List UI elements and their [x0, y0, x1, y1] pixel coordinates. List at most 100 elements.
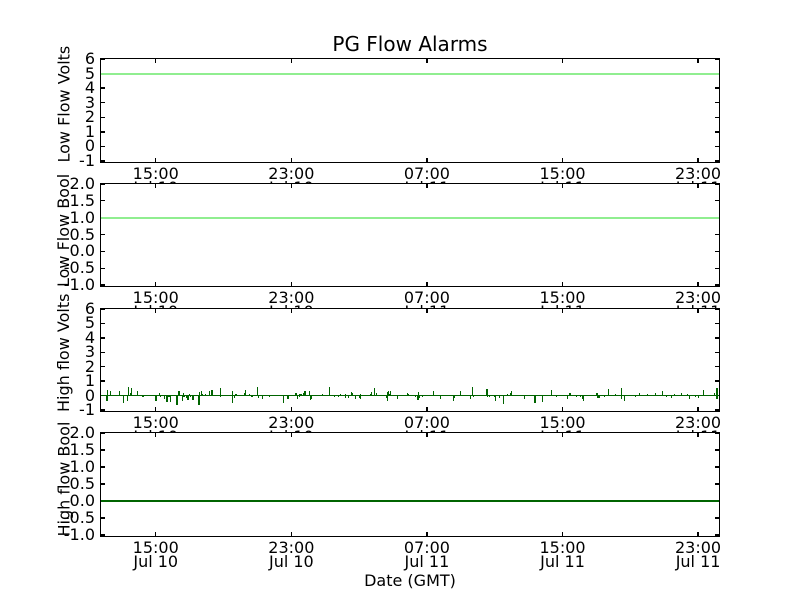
y-tick-label: -0.5 [63, 508, 95, 527]
x-tick-bottom [155, 158, 157, 162]
noise-spike [454, 395, 456, 399]
noise-spike [471, 387, 473, 396]
x-tick-top [290, 184, 292, 188]
noise-spike [248, 394, 250, 396]
noise-spike [440, 395, 442, 399]
y-tick-label: 0.0 [69, 491, 95, 510]
y-tick-right [715, 337, 719, 339]
noise-spike [204, 394, 206, 396]
noise-spike [597, 395, 599, 399]
noise-spike [170, 395, 172, 402]
x-tick-label-time: 15:00 [539, 164, 586, 183]
noise-spike [385, 395, 387, 399]
noise-spike [163, 394, 166, 396]
noise-spike [671, 395, 673, 399]
noise-spike [407, 393, 409, 396]
noise-spike [421, 395, 423, 397]
y-tick-right [715, 322, 719, 325]
noise-spike [225, 394, 228, 396]
series-line-low-flow-volts [101, 72, 719, 75]
noise-spike [299, 394, 302, 396]
y-tick-label: 1.5 [69, 440, 95, 459]
x-tick-top [561, 309, 564, 313]
y-tick-label: 4 [84, 327, 95, 347]
noise-spike [697, 395, 699, 399]
noise-spike [257, 387, 259, 396]
y-tick-right [715, 267, 719, 269]
x-tick-label-date: Jul 10 [268, 552, 314, 571]
y-tick-left [101, 267, 105, 269]
noise-spike [469, 395, 471, 400]
x-tick-label-time: 15:00 [539, 413, 586, 432]
x-tick-top [290, 309, 292, 313]
noise-spike [360, 393, 362, 396]
noise-spike [295, 393, 297, 396]
y-tick-right [715, 366, 719, 368]
noise-spike [713, 393, 715, 396]
noise-spike [555, 395, 557, 397]
x-tick-label-date: Jul 10 [133, 552, 179, 571]
x-tick-bottom [426, 158, 428, 162]
noise-spike [673, 394, 675, 396]
x-tick-label-time: 23:00 [675, 164, 722, 183]
y-tick-left [101, 322, 105, 325]
x-tick-label-time: 07:00 [403, 538, 450, 557]
noise-spike [128, 386, 130, 396]
noise-spike [287, 395, 290, 399]
x-tick-top [426, 309, 428, 313]
y-tick-label: 0 [84, 136, 95, 156]
x-tick-top [697, 184, 699, 188]
noise-spike [511, 390, 513, 396]
y-tick-label: -1.0 [63, 275, 95, 294]
noise-spike [167, 395, 170, 397]
noise-spike [231, 395, 233, 403]
x-tick-top [697, 59, 699, 63]
x-tick-top [155, 184, 157, 188]
noise-spike [178, 391, 181, 396]
noise-spike [118, 390, 120, 396]
x-tick-top [290, 59, 292, 63]
y-tick-left [101, 432, 105, 434]
x-tick-bottom [426, 532, 428, 536]
noise-spike [499, 395, 501, 399]
y-tick-left [101, 233, 105, 236]
y-tick-right [715, 534, 719, 536]
y-tick-label: 2 [84, 356, 95, 376]
noise-spike [568, 392, 571, 396]
noise-spike [621, 387, 623, 396]
y-tick-left [101, 380, 105, 382]
noise-spike [197, 395, 200, 405]
x-tick-bottom [697, 282, 699, 286]
noise-spike [182, 395, 184, 401]
noise-spike [534, 395, 537, 403]
y-tick-label: 0.0 [69, 241, 95, 261]
x-tick-bottom [697, 158, 699, 162]
x-tick-label-time: 23:00 [675, 288, 722, 307]
y-tick-right [715, 409, 719, 411]
x-tick-label-date: Jul 11 [540, 552, 585, 571]
x-tick-top [426, 59, 428, 63]
y-tick-left [101, 58, 105, 60]
x-tick-label-date: Jul 11 [675, 552, 721, 571]
y-tick-right [715, 466, 719, 468]
x-tick-bottom [155, 282, 157, 286]
y-tick-left [101, 366, 105, 368]
y-tick-left [101, 466, 105, 468]
y-tick-right [715, 87, 719, 89]
noise-spike [418, 395, 421, 398]
noise-spike [154, 395, 157, 401]
x-tick-top [155, 433, 157, 437]
noise-spike [345, 394, 347, 396]
series-line-high-flow-bool [101, 500, 719, 502]
noise-spike [208, 391, 210, 396]
y-tick-left [101, 351, 105, 353]
x-tick-top [290, 433, 292, 437]
noise-spike [127, 395, 129, 402]
y-tick-left [101, 337, 105, 339]
noise-spike [303, 392, 306, 396]
noise-spike [580, 395, 582, 397]
noise-spike [311, 395, 313, 399]
y-tick-label: 2 [84, 107, 95, 127]
noise-spike [296, 395, 298, 400]
